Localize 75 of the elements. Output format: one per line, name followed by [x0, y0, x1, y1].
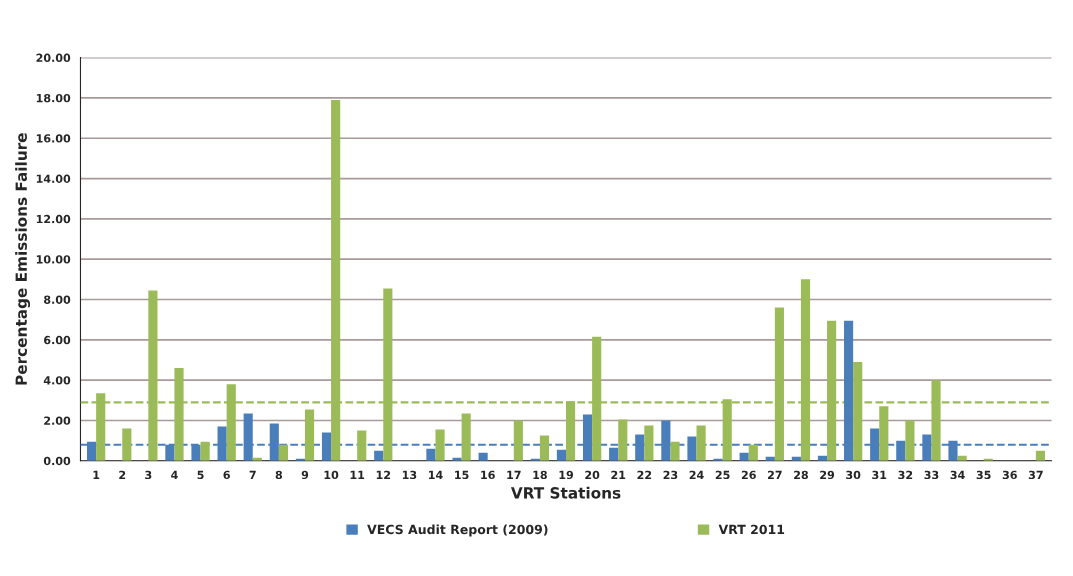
y-tick-label: 0.00 — [43, 456, 71, 466]
x-tick-label: 5 — [197, 470, 204, 480]
y-tick-label: 18.00 — [36, 93, 71, 103]
legend-label: VECS Audit Report (2009) — [367, 524, 548, 537]
x-axis-title: VRT Stations — [510, 486, 621, 499]
x-tick-label: 19 — [559, 470, 574, 480]
x-tick-label: 20 — [585, 470, 600, 480]
bar — [566, 401, 576, 461]
y-tick-label: 2.00 — [44, 416, 71, 425]
bar — [618, 419, 628, 461]
x-tick-label: 17 — [507, 470, 521, 479]
y-tick-label: 12.00 — [36, 214, 71, 224]
bar — [696, 425, 706, 461]
bar — [609, 447, 619, 461]
x-tick-label: 4 — [171, 470, 178, 479]
y-tick-label: 6.00 — [44, 335, 71, 345]
bar — [357, 430, 367, 461]
x-tick-label: 34 — [950, 470, 965, 480]
x-tick-label: 1 — [93, 470, 100, 479]
bar — [896, 440, 906, 461]
x-tick-label: 8 — [275, 470, 283, 480]
y-axis-title: Percentage Emissions Failure — [15, 133, 31, 385]
bar — [687, 436, 697, 461]
bar — [644, 425, 654, 461]
y-tick-label: 8.00 — [44, 295, 71, 304]
bar — [304, 409, 315, 461]
bar — [905, 420, 915, 461]
x-tick-label: 35 — [976, 470, 991, 480]
x-tick-label: 26 — [741, 470, 756, 480]
bar — [321, 432, 332, 461]
x-tick-label: 31 — [872, 470, 887, 480]
x-tick-label: 21 — [611, 470, 626, 479]
x-tick-label: 13 — [402, 470, 417, 480]
x-tick-label: 9 — [301, 470, 309, 480]
x-tick-label: 28 — [794, 470, 808, 480]
bar — [670, 441, 680, 461]
bar — [122, 428, 132, 461]
x-tick-label: 25 — [715, 470, 730, 480]
x-tick-label: 29 — [820, 470, 835, 480]
y-tick-label: 16.00 — [36, 134, 71, 143]
y-tick-label: 4.00 — [43, 376, 71, 385]
x-tick-label: 37 — [1028, 470, 1043, 480]
x-tick-label: 32 — [898, 470, 913, 480]
x-tick-label: 15 — [455, 470, 469, 480]
y-tick-label: 20.00 — [36, 53, 71, 62]
bar — [200, 441, 210, 461]
x-tick-label: 10 — [324, 470, 339, 480]
x-tick-label: 27 — [767, 470, 782, 479]
bar — [748, 444, 758, 461]
bar — [853, 362, 863, 461]
x-tick-label: 14 — [429, 470, 443, 479]
x-tick-label: 7 — [249, 470, 256, 479]
x-tick-label: 36 — [1002, 470, 1017, 480]
x-tick-label: 23 — [663, 470, 678, 480]
x-tick-label: 18 — [533, 470, 547, 480]
x-tick-label: 33 — [924, 470, 939, 480]
x-tick-label: 24 — [689, 470, 704, 479]
bar — [278, 444, 288, 461]
y-tick-label: 14.00 — [36, 174, 71, 183]
legend-label: VRT 2011 — [718, 524, 785, 535]
bar — [513, 420, 523, 461]
x-tick-label: 30 — [846, 470, 861, 480]
x-tick-label: 12 — [376, 470, 391, 479]
x-tick-label: 6 — [223, 470, 230, 480]
x-tick-label: 22 — [637, 470, 652, 479]
x-tick-label: 2 — [119, 470, 126, 479]
x-tick-label: 16 — [481, 470, 495, 480]
bar — [539, 435, 550, 461]
bar — [461, 413, 471, 461]
y-tick-label: 10.00 — [36, 255, 71, 264]
x-tick-label: 11 — [350, 470, 365, 479]
bar — [879, 406, 889, 461]
bar — [435, 429, 445, 461]
x-tick-label: 3 — [145, 470, 152, 480]
bar — [774, 307, 784, 461]
